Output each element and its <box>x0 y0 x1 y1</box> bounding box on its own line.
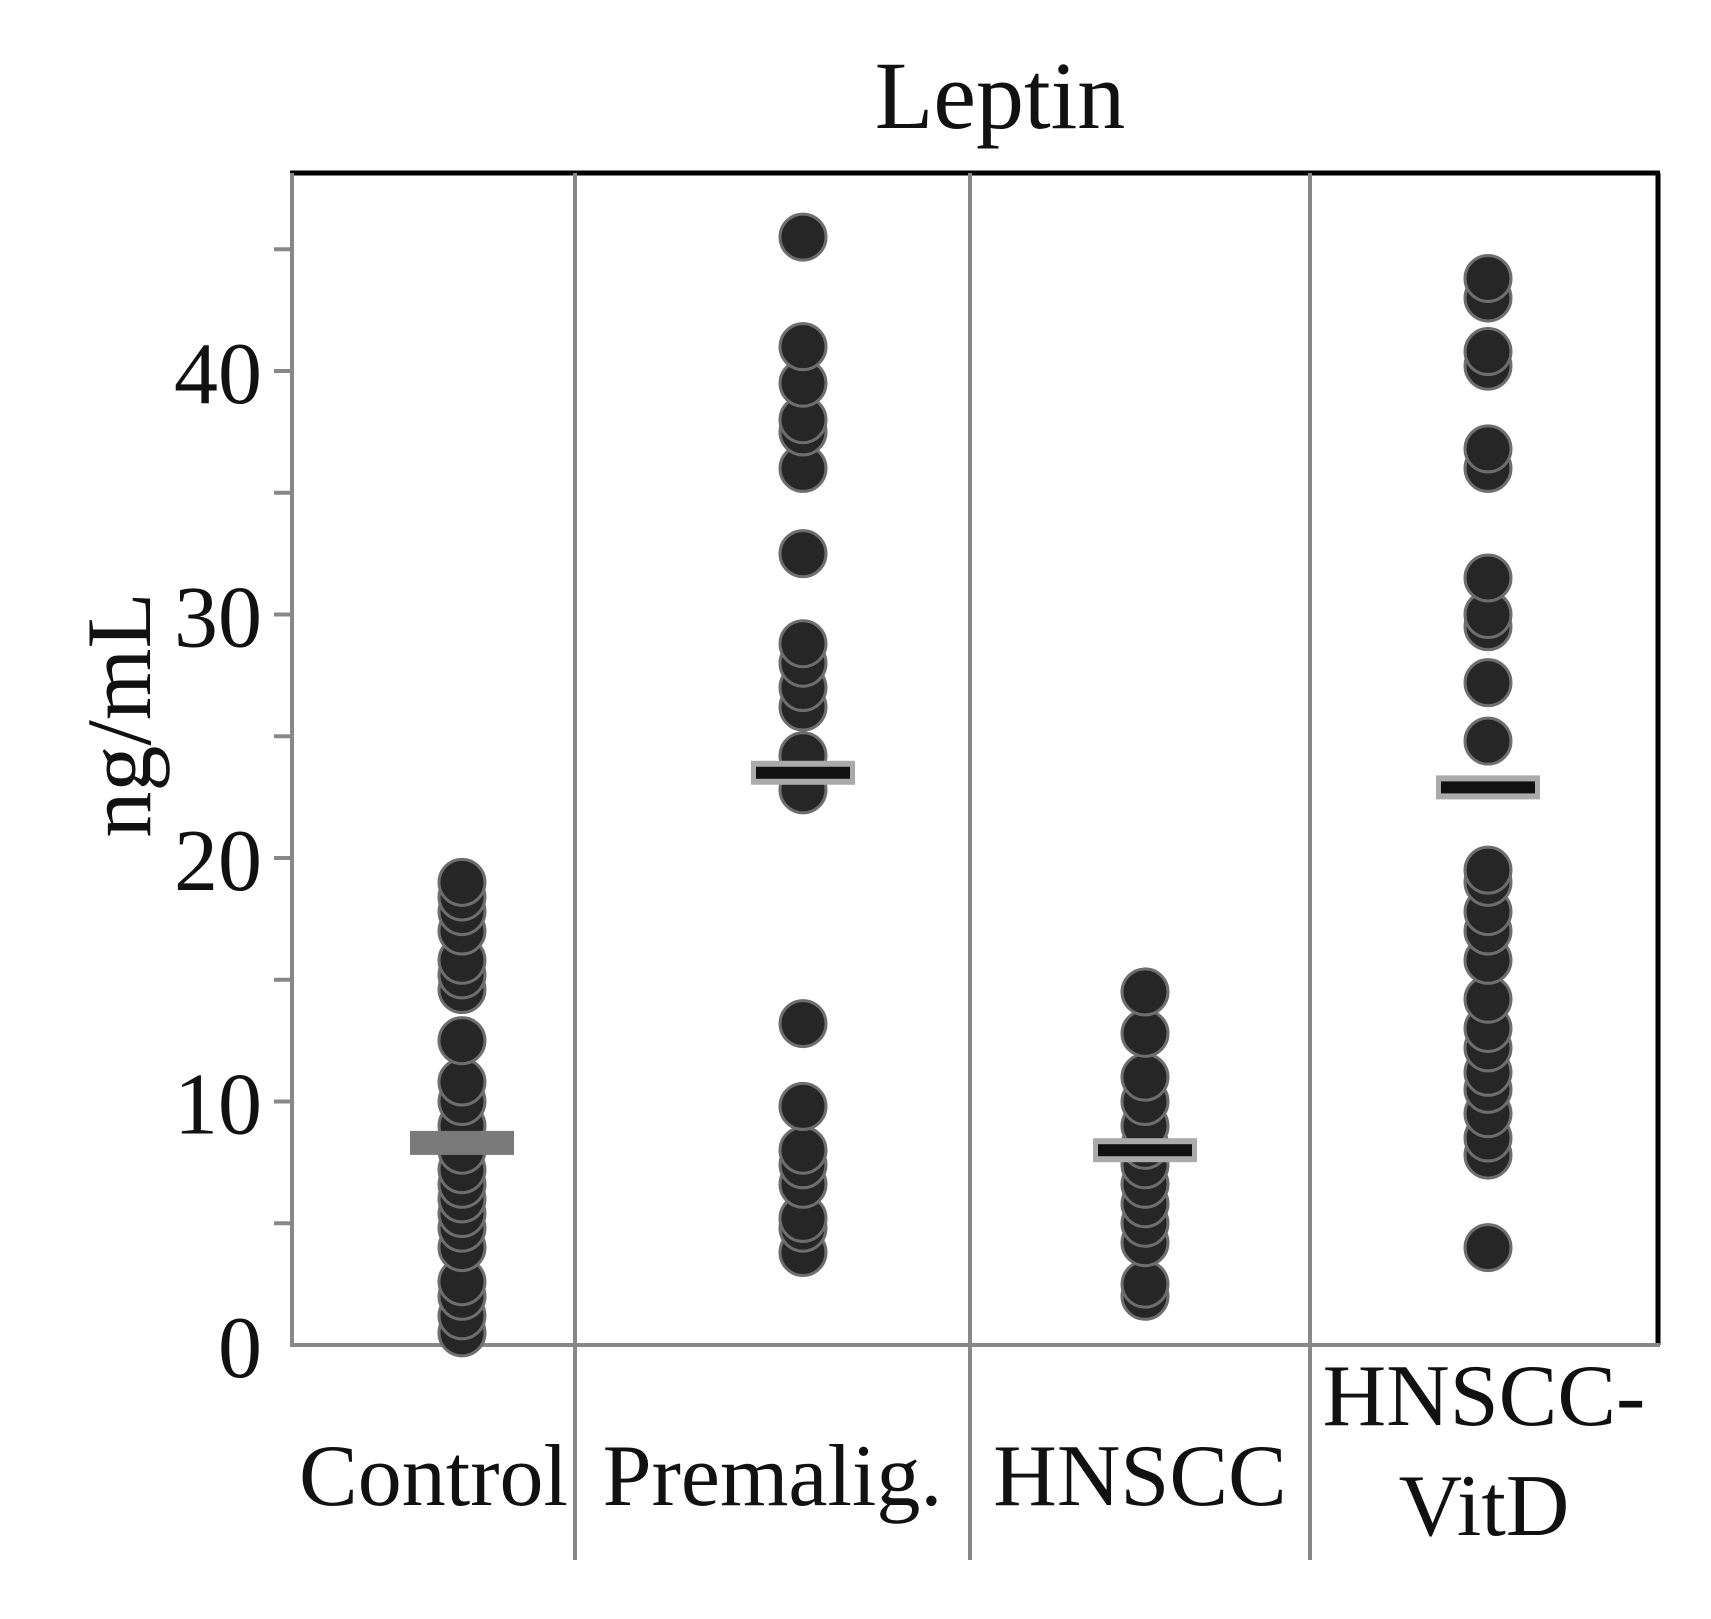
data-point <box>1463 327 1513 377</box>
data-point <box>778 619 828 669</box>
x-category-label: VitD <box>1399 1458 1570 1555</box>
data-point <box>437 1057 487 1107</box>
x-category-labels: Control Premalig. HNSCC HNSCC- VitD <box>299 1348 1645 1555</box>
data-point <box>437 1016 487 1066</box>
y-axis-label: ng/mL <box>68 592 170 837</box>
data-point <box>437 857 487 907</box>
chart-title: Leptin <box>875 42 1126 149</box>
median-marker <box>1441 781 1535 794</box>
data-point <box>778 1081 828 1131</box>
x-category-label: Premalig. <box>603 1428 943 1525</box>
data-point <box>1120 1008 1170 1058</box>
median-marker <box>410 1130 514 1155</box>
data-point <box>1463 424 1513 474</box>
data-point <box>1120 1052 1170 1102</box>
y-tick-label: 40 <box>174 326 262 423</box>
data-point <box>778 212 828 262</box>
data-point <box>1463 1223 1513 1273</box>
data-point <box>1463 553 1513 603</box>
data-point <box>1463 658 1513 708</box>
y-tick-label: 30 <box>174 570 262 667</box>
y-tick-label: 20 <box>174 813 262 910</box>
median-markers <box>410 760 1540 1163</box>
y-tick-label: 0 <box>218 1300 262 1397</box>
data-point <box>778 1125 828 1175</box>
median-marker <box>1098 1144 1192 1157</box>
median-marker <box>756 766 850 779</box>
data-point <box>778 322 828 372</box>
data-points <box>437 212 1513 1358</box>
y-axis-ticks: 0 10 20 30 40 <box>174 247 292 1397</box>
x-category-label: Control <box>299 1428 568 1525</box>
data-point <box>1463 845 1513 895</box>
data-point <box>778 529 828 579</box>
data-point <box>778 999 828 1049</box>
data-point <box>1463 716 1513 766</box>
x-category-label: HNSCC <box>993 1428 1286 1525</box>
group-dividers <box>573 173 1312 1560</box>
data-point <box>1463 253 1513 303</box>
x-category-label: HNSCC- <box>1323 1348 1646 1445</box>
y-tick-label: 10 <box>174 1057 262 1154</box>
data-point <box>1120 1259 1170 1309</box>
data-point <box>1120 967 1170 1017</box>
